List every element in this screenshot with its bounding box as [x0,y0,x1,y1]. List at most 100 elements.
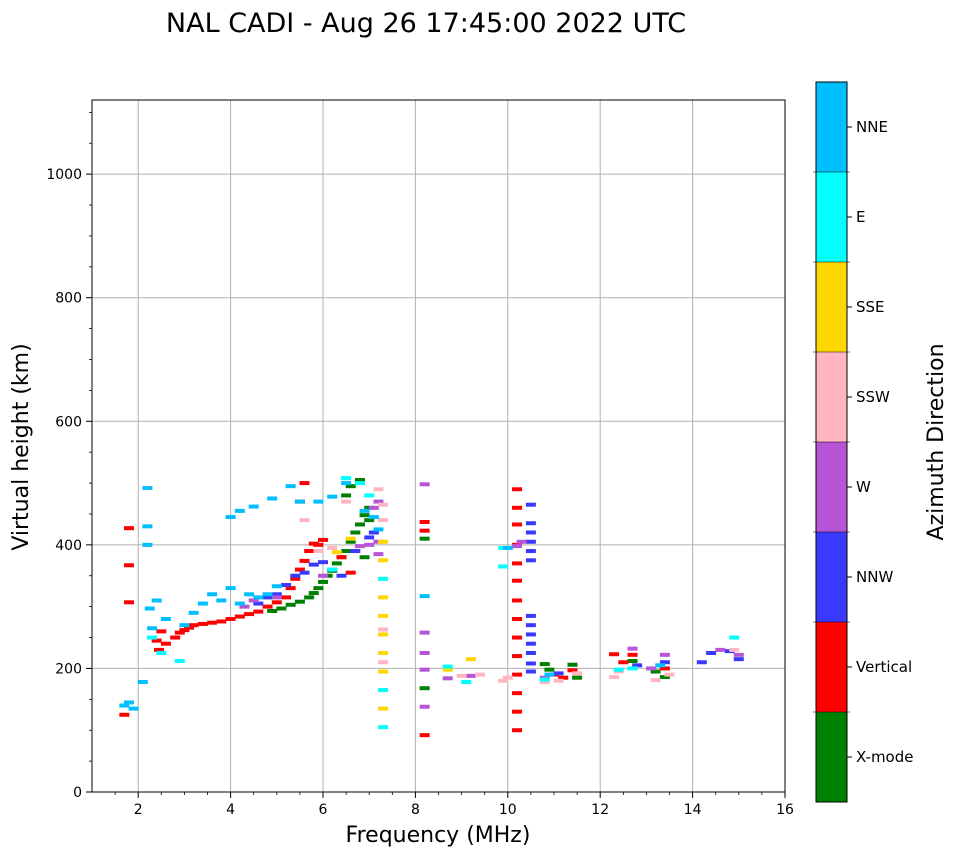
x-tick-label: 8 [411,802,420,818]
x-tick-label: 14 [684,802,702,818]
data-point [147,635,158,640]
data-point [119,703,130,708]
colorbar-tick-label: NNW [856,568,893,586]
data-point [525,669,536,674]
data-point [373,499,384,504]
data-point [207,620,218,625]
data-point [627,659,638,664]
colorbar-segment-x-mode [816,712,847,802]
plot-area: 2 4 6 8 10 12 14 16 0 200 400 600 800 1000 [46,99,794,818]
y-tick-label: 200 [55,661,82,677]
data-point [151,638,162,643]
data-point [345,484,356,489]
data-point [123,600,134,605]
y-tick-label: 800 [55,291,82,307]
data-point [123,563,134,568]
data-point [544,667,555,672]
data-point [364,518,375,523]
colorbar-tick-label: Vertical [856,658,912,676]
data-point [373,552,384,557]
data-point [442,664,453,669]
data-point [123,526,134,531]
data-point [299,518,310,523]
y-axis-label: Virtual height (km) [9,343,34,550]
data-point [368,505,379,510]
data-point [378,725,389,730]
data-point [553,678,564,683]
data-point [354,544,365,549]
data-point [419,704,430,709]
data-point [609,652,620,657]
data-point [364,542,375,547]
colorbar-segment-vertical [816,622,847,712]
data-point [184,625,195,630]
colorbar-tick-label: X-mode [856,748,913,766]
data-point [350,549,361,554]
data-point [294,499,305,504]
data-point [368,515,379,520]
data-point [646,666,657,671]
data-point [378,650,389,655]
y-tick-label: 1000 [46,167,82,183]
y-tick-label: 600 [55,414,82,430]
data-point [341,493,352,498]
data-point [290,576,301,581]
data-point [299,558,310,563]
colorbar-segment-ssw [816,352,847,442]
data-point [345,570,356,575]
data-point [516,539,527,544]
data-point [378,613,389,618]
data-point [285,586,296,591]
data-point [525,641,536,646]
data-point [378,595,389,600]
x-tick-label: 10 [499,802,517,818]
data-point [373,527,384,532]
data-point [378,627,389,632]
data-point [512,505,523,510]
data-point [207,592,218,597]
data-point [318,579,328,584]
data-point [308,591,319,596]
data-point [419,482,430,487]
data-point [354,477,365,482]
data-point [539,680,550,685]
series-e [147,476,740,730]
data-point [174,659,185,664]
data-point [419,686,430,691]
x-axis-ticks: 2 4 6 8 10 12 14 16 [114,792,794,818]
data-point [225,515,236,520]
series-ssw [299,487,740,685]
data-point [368,530,379,535]
data-point [290,573,301,578]
data-point [225,586,236,591]
data-point [419,536,430,541]
data-point [308,562,319,567]
data-point [572,671,583,676]
data-point [553,671,564,676]
data-point [378,518,389,523]
data-point [137,680,148,685]
colorbar-segment-e [816,172,847,262]
data-point [160,617,171,621]
data-point [525,539,536,544]
y-axis-ticks: 0 200 400 600 800 1000 [46,111,92,801]
data-point [276,606,287,611]
data-point [248,504,259,509]
data-point [153,647,164,652]
data-point [378,688,389,693]
data-point [318,537,328,542]
data-point [498,564,509,569]
data-point [544,672,555,677]
data-point [281,583,292,588]
data-point [419,630,430,635]
data-point [294,599,305,604]
data-point [525,623,536,628]
data-point [465,657,476,662]
data-point [512,487,523,492]
data-point [512,598,523,603]
data-point [512,691,523,696]
data-point [512,672,523,677]
data-point [502,675,513,680]
data-point [525,558,536,563]
data-point [378,502,389,507]
